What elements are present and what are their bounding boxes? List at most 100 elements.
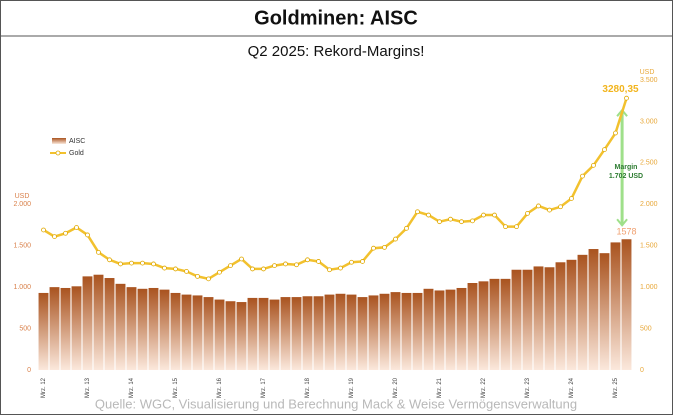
chart-title: Goldminen: AISC (254, 7, 418, 29)
bar (599, 253, 610, 370)
x-tick-label: Mrz. 24 (569, 377, 575, 398)
bar (335, 293, 346, 370)
bar (324, 294, 335, 370)
bar (181, 294, 192, 370)
gold-point (316, 259, 321, 264)
gold-point (250, 266, 255, 272)
gold-point (415, 209, 420, 215)
gold-point (525, 210, 530, 216)
gold-point (85, 232, 90, 238)
bar (170, 292, 181, 370)
gold-point (558, 204, 563, 210)
bar (137, 288, 148, 370)
margin-arrow-head (616, 218, 628, 227)
gold-point (41, 227, 46, 233)
y-tick-label: 2.000 (13, 201, 31, 208)
x-tick-label: Mrz. 18 (305, 377, 311, 398)
gold-point (360, 259, 365, 264)
y2-axis-label: USD (640, 69, 655, 76)
gold-point (426, 212, 431, 218)
gold-point (107, 257, 112, 263)
bar (269, 299, 280, 370)
bar (478, 281, 489, 370)
gold-point (569, 196, 574, 201)
gold-point (481, 212, 486, 218)
gold-point (272, 263, 277, 269)
y2-tick-label: 500 (640, 325, 652, 332)
bar (621, 239, 632, 370)
x-tick-label: Mrz. 12 (41, 377, 47, 398)
bar (247, 297, 258, 370)
gold-point (371, 245, 376, 251)
y2-tick-label: 2.000 (640, 201, 658, 208)
gold-point (437, 219, 442, 225)
gold-point (261, 266, 266, 272)
gold-point (52, 234, 57, 240)
bar (302, 296, 313, 370)
x-tick-label: Mrz. 23 (525, 377, 531, 398)
gold-point (393, 236, 398, 242)
x-tick-label: Mrz. 16 (217, 377, 223, 398)
bar (588, 249, 599, 370)
bar (544, 267, 555, 370)
gold-point (349, 259, 354, 265)
bar (148, 287, 159, 370)
gold-point (140, 260, 145, 266)
y-tick-label: 1.000 (13, 284, 31, 291)
bar (401, 292, 412, 370)
x-tick-label: Mrz. 14 (129, 377, 135, 398)
bar (610, 242, 621, 370)
x-tick-label: Mrz. 17 (261, 377, 267, 398)
bar (82, 276, 93, 370)
gold-point (294, 262, 299, 268)
bar (203, 297, 214, 370)
gold-point (580, 173, 585, 179)
gold-point (613, 130, 618, 136)
bar (445, 289, 456, 370)
bar (346, 294, 357, 370)
annotation: Margin (615, 164, 638, 171)
gold-point (602, 147, 607, 153)
x-tick-label: Mrz. 15 (173, 377, 179, 398)
bar (291, 297, 302, 370)
x-tick-label: Mrz. 21 (437, 377, 443, 398)
gold-point (129, 260, 134, 266)
y2-tick-label: 0 (640, 367, 644, 374)
bar (423, 288, 434, 370)
gold-point (63, 230, 68, 236)
bar (357, 297, 368, 370)
bar (115, 283, 126, 370)
gold-point (151, 261, 156, 267)
legend-label: AISC (69, 138, 85, 145)
x-tick-label: Mrz. 13 (85, 377, 91, 398)
gold-point (591, 162, 596, 168)
bar (225, 301, 236, 370)
bar (60, 287, 71, 370)
gold-point (536, 203, 541, 209)
bar (522, 269, 533, 370)
bar (533, 266, 544, 370)
bar (368, 295, 379, 370)
bar (313, 296, 324, 370)
bar (379, 293, 390, 370)
y2-tick-label: 1.500 (640, 243, 658, 250)
bar (456, 287, 467, 370)
x-tick-label: Mrz. 25 (613, 377, 619, 398)
gold-point (74, 225, 79, 230)
bar (511, 269, 522, 370)
bar (412, 292, 423, 370)
bar (500, 278, 511, 370)
gold-point (470, 218, 475, 224)
y2-tick-label: 2.500 (640, 160, 658, 167)
bar (93, 274, 104, 370)
gold-point (327, 267, 332, 273)
gold-point (404, 225, 409, 231)
gold-point (382, 244, 387, 250)
bar (280, 297, 291, 370)
bar (49, 287, 60, 370)
x-tick-label: Mrz. 19 (349, 377, 355, 398)
bar (214, 299, 225, 370)
gold-point (503, 224, 508, 230)
gold-point (217, 269, 222, 275)
